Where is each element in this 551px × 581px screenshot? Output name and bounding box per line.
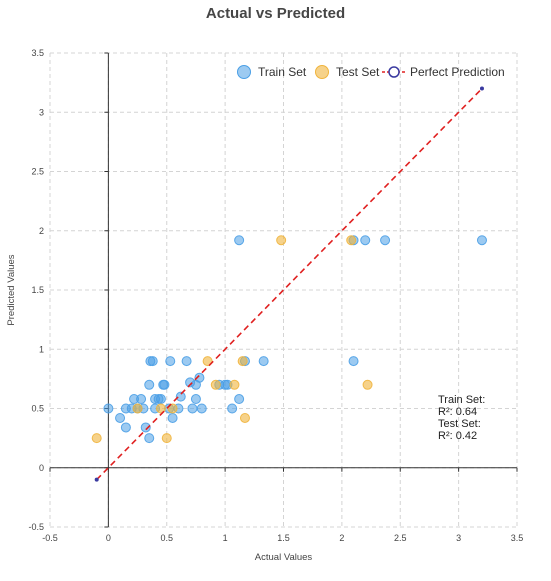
train-point[interactable] bbox=[175, 391, 186, 402]
y-axis-label: Predicted Values bbox=[6, 254, 17, 325]
train-point[interactable] bbox=[476, 235, 487, 246]
test-point[interactable] bbox=[202, 356, 213, 367]
train-point[interactable] bbox=[165, 356, 176, 367]
y-tick-label: 0 bbox=[39, 463, 44, 473]
train-point[interactable] bbox=[227, 403, 238, 414]
train-point[interactable] bbox=[115, 412, 126, 423]
train-point[interactable] bbox=[234, 235, 245, 246]
axes bbox=[49, 52, 518, 528]
test-point[interactable] bbox=[155, 403, 166, 414]
y-tick-label: 0.5 bbox=[31, 404, 44, 414]
x-tick-label: 1 bbox=[223, 533, 228, 543]
legend-test-marker bbox=[315, 65, 329, 79]
legend-perfect-marker bbox=[388, 66, 400, 78]
data-points[interactable] bbox=[91, 86, 487, 482]
test-point[interactable] bbox=[237, 356, 248, 367]
train-point[interactable] bbox=[181, 356, 192, 367]
perfect-prediction-endpoint bbox=[94, 477, 99, 482]
legend-train-marker bbox=[237, 65, 251, 79]
legend-train-label: Train Set bbox=[258, 65, 307, 79]
train-point[interactable] bbox=[234, 394, 245, 405]
train-point[interactable] bbox=[196, 403, 207, 414]
perfect-prediction-endpoint bbox=[479, 86, 484, 91]
legend[interactable]: Train Set Test Set Perfect Prediction bbox=[237, 65, 505, 79]
test-point[interactable] bbox=[210, 379, 221, 390]
train-point[interactable] bbox=[167, 412, 178, 423]
train-point[interactable] bbox=[103, 403, 114, 414]
train-point[interactable] bbox=[194, 372, 205, 383]
train-point[interactable] bbox=[144, 379, 155, 390]
train-point[interactable] bbox=[380, 235, 391, 246]
y-tick-label: 1.5 bbox=[31, 285, 44, 295]
train-point[interactable] bbox=[120, 422, 131, 433]
train-point[interactable] bbox=[159, 379, 170, 390]
test-point[interactable] bbox=[91, 433, 102, 444]
test-point[interactable] bbox=[362, 379, 373, 390]
legend-item-test[interactable]: Test Set bbox=[315, 65, 381, 79]
x-tick-label: 3 bbox=[456, 533, 461, 543]
test-point[interactable] bbox=[346, 235, 357, 246]
y-tick-label: 3.5 bbox=[31, 48, 44, 58]
test-point[interactable] bbox=[167, 403, 178, 414]
tick-labels: -0.5 0 0.5 1 1.5 2 2.5 3 3.5 -0.5 0 0.5 1 1.5 2 2.5 3 3.5 bbox=[28, 48, 523, 543]
annotation-line: R²: 0.64 bbox=[438, 406, 477, 418]
train-point[interactable] bbox=[258, 356, 269, 367]
y-tick-label: 2 bbox=[39, 226, 44, 236]
legend-item-train[interactable]: Train Set bbox=[237, 65, 307, 79]
chart-title: Actual vs Predicted bbox=[205, 5, 346, 22]
x-tick-label: 0 bbox=[106, 533, 111, 543]
annotation-line: R²: 0.42 bbox=[438, 430, 477, 442]
annotation-line: Train Set: bbox=[438, 394, 485, 406]
x-axis-label: Actual Values bbox=[255, 552, 313, 563]
train-point[interactable] bbox=[360, 235, 371, 246]
x-tick-label: 3.5 bbox=[511, 533, 524, 543]
train-point[interactable] bbox=[190, 394, 201, 405]
train-point[interactable] bbox=[144, 433, 155, 444]
train-point[interactable] bbox=[147, 356, 158, 367]
legend-perfect-label: Perfect Prediction bbox=[410, 65, 505, 79]
train-point[interactable] bbox=[348, 356, 359, 367]
test-point[interactable] bbox=[132, 403, 143, 414]
train-point[interactable] bbox=[187, 403, 198, 414]
x-tick-label: 0.5 bbox=[160, 533, 173, 543]
y-tick-label: 2.5 bbox=[31, 167, 44, 177]
annotation-line: Test Set: bbox=[438, 418, 481, 430]
x-tick-label: 1.5 bbox=[277, 533, 290, 543]
train-point[interactable] bbox=[136, 394, 147, 405]
train-point[interactable] bbox=[155, 394, 166, 405]
perfect-prediction-line bbox=[96, 87, 483, 481]
legend-test-label: Test Set bbox=[336, 65, 380, 79]
y-tick-label: -0.5 bbox=[28, 522, 44, 532]
x-tick-label: 2 bbox=[339, 533, 344, 543]
test-point[interactable] bbox=[239, 412, 250, 423]
test-point[interactable] bbox=[161, 433, 172, 444]
x-tick-label: -0.5 bbox=[42, 533, 58, 543]
y-tick-label: 1 bbox=[39, 344, 44, 354]
x-tick-label: 2.5 bbox=[394, 533, 407, 543]
legend-item-perfect[interactable]: Perfect Prediction bbox=[382, 65, 505, 79]
test-point[interactable] bbox=[229, 379, 240, 390]
y-tick-label: 3 bbox=[39, 107, 44, 117]
test-point[interactable] bbox=[276, 235, 287, 246]
train-point[interactable] bbox=[140, 422, 151, 433]
